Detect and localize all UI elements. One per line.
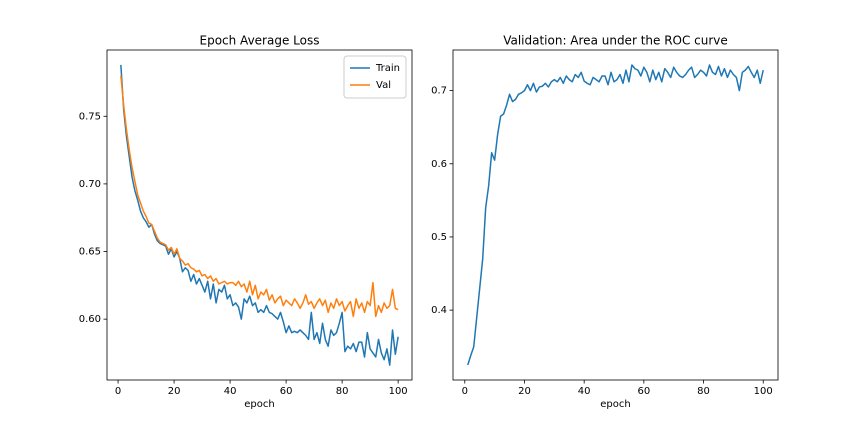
axes-frame	[452, 49, 779, 381]
y-tick-label: 0.65	[79, 247, 101, 258]
x-tick-label: 0	[115, 386, 121, 397]
x-tick-label: 20	[168, 386, 181, 397]
y-tick-label: 0.5	[431, 232, 447, 243]
y-tick-label: 0.70	[79, 179, 101, 190]
x-axis-label: epoch	[600, 399, 630, 410]
x-tick-label: 0	[462, 386, 468, 397]
data-line	[120, 64, 399, 366]
x-axis-label: epoch	[244, 399, 274, 410]
x-tick-label: 20	[518, 386, 531, 397]
data-line	[467, 64, 764, 366]
y-tick-label: 0.60	[79, 314, 101, 325]
legend-label: Val	[376, 80, 391, 91]
data-line	[120, 75, 399, 318]
x-tick-label: 60	[280, 386, 293, 397]
x-tick-label: 100	[389, 386, 408, 397]
x-tick-label: 80	[697, 386, 710, 397]
legend-box	[343, 55, 407, 99]
chart-title: Epoch Average Loss	[200, 34, 320, 48]
legend-label: Train	[375, 63, 400, 74]
x-tick-label: 60	[637, 386, 650, 397]
x-tick-label: 40	[224, 386, 237, 397]
chart-title: Validation: Area under the ROC curve	[503, 34, 728, 48]
x-tick-label: 100	[754, 386, 773, 397]
x-tick-label: 80	[336, 386, 349, 397]
y-tick-label: 0.7	[431, 86, 447, 97]
axes-frame	[106, 49, 413, 381]
x-tick-label: 40	[578, 386, 591, 397]
y-tick-label: 0.4	[431, 305, 447, 316]
y-tick-label: 0.6	[431, 159, 447, 170]
y-tick-label: 0.75	[79, 111, 101, 122]
